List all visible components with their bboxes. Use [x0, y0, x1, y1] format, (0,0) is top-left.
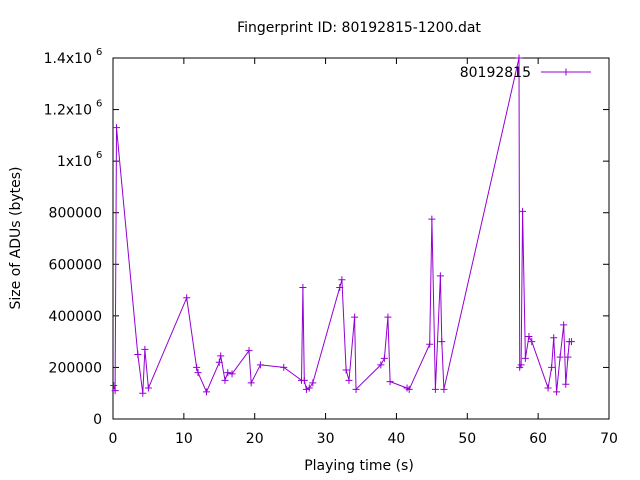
data-point	[228, 370, 236, 378]
data-point	[111, 387, 119, 395]
legend-marker	[562, 68, 570, 76]
data-point	[521, 354, 529, 362]
data-point	[564, 353, 572, 361]
data-point	[556, 353, 564, 361]
x-tick-label: 50	[458, 431, 476, 447]
data-point	[247, 379, 255, 387]
data-point	[134, 351, 142, 359]
y-tick-exponent: 6	[96, 99, 102, 110]
data-point	[338, 276, 346, 284]
data-point	[224, 369, 232, 377]
x-tick-label: 70	[600, 431, 618, 447]
data-point	[384, 313, 392, 321]
x-tick-label: 40	[388, 431, 406, 447]
x-axis-label: Playing time (s)	[304, 458, 414, 474]
series-line	[113, 57, 572, 394]
data-point	[113, 124, 121, 132]
y-tick-label: 0	[93, 412, 102, 428]
data-point	[221, 376, 229, 384]
data-point	[141, 345, 149, 353]
plot-frame	[112, 57, 610, 420]
y-tick-exponent: 6	[96, 47, 102, 58]
x-tick-label: 0	[109, 431, 118, 447]
y-axis-label: Size of ADUs (bytes)	[8, 167, 24, 310]
y-tick-label: 400000	[49, 309, 102, 325]
data-point	[426, 340, 434, 348]
y-tick-label: 800000	[49, 206, 102, 222]
data-point	[560, 321, 568, 329]
legend-marker-plus	[562, 68, 570, 76]
data-point	[377, 361, 385, 369]
data-point	[352, 385, 360, 393]
data-point	[305, 384, 313, 392]
data-point	[345, 376, 353, 384]
data-point	[440, 385, 448, 393]
data-point	[139, 389, 147, 397]
data-point	[436, 272, 444, 280]
data-point	[245, 347, 253, 355]
data-point	[280, 363, 288, 371]
data-point	[336, 283, 344, 291]
data-point	[550, 334, 558, 342]
x-tick-label: 10	[175, 431, 193, 447]
chart-title: Fingerprint ID: 80192815-1200.dat	[237, 20, 481, 36]
data-point	[428, 215, 436, 223]
data-point	[386, 378, 394, 386]
data-point	[438, 338, 446, 346]
data-point	[562, 380, 570, 388]
data-point	[517, 361, 525, 369]
y-tick-label: 1x10	[57, 154, 92, 170]
data-point	[548, 363, 556, 371]
data-point	[544, 384, 552, 392]
data-point	[203, 388, 211, 396]
legend: 80192815	[460, 65, 591, 81]
data-point	[431, 385, 439, 393]
data-point	[342, 366, 350, 374]
y-tick-label: 1.4x10	[44, 51, 92, 67]
y-tick-label: 600000	[49, 257, 102, 273]
x-tick-label: 30	[317, 431, 335, 447]
data-point	[299, 283, 307, 291]
y-tick-label: 200000	[49, 360, 102, 376]
data-point	[567, 338, 575, 346]
data-point	[553, 388, 561, 396]
data-point	[302, 385, 310, 393]
y-tick-label: 1.2x10	[44, 103, 92, 119]
data-point	[525, 332, 533, 340]
y-axis: 0 200000 400000 600000 800000 1x10 6 1.2x10 6 1.4…	[44, 47, 609, 428]
data-point	[183, 294, 191, 302]
data-point	[528, 338, 536, 346]
x-tick-label: 60	[529, 431, 547, 447]
data-point	[215, 358, 223, 366]
legend-label: 80192815	[460, 65, 531, 81]
data-point	[519, 207, 527, 215]
data-point	[194, 369, 202, 377]
data-point	[380, 354, 388, 362]
data-point	[405, 385, 413, 393]
y-tick-exponent: 6	[96, 150, 102, 161]
data-point	[515, 54, 523, 62]
data-point	[300, 376, 308, 384]
data-point	[193, 363, 201, 371]
x-axis: 0 10 20 30 40 50 60 70	[109, 58, 618, 447]
data-point	[217, 352, 225, 360]
series-80192815	[110, 54, 575, 397]
data-point	[309, 379, 317, 387]
data-point	[144, 384, 152, 392]
data-point	[256, 361, 264, 369]
data-point	[110, 381, 118, 389]
data-point	[351, 313, 359, 321]
x-tick-label: 20	[246, 431, 264, 447]
